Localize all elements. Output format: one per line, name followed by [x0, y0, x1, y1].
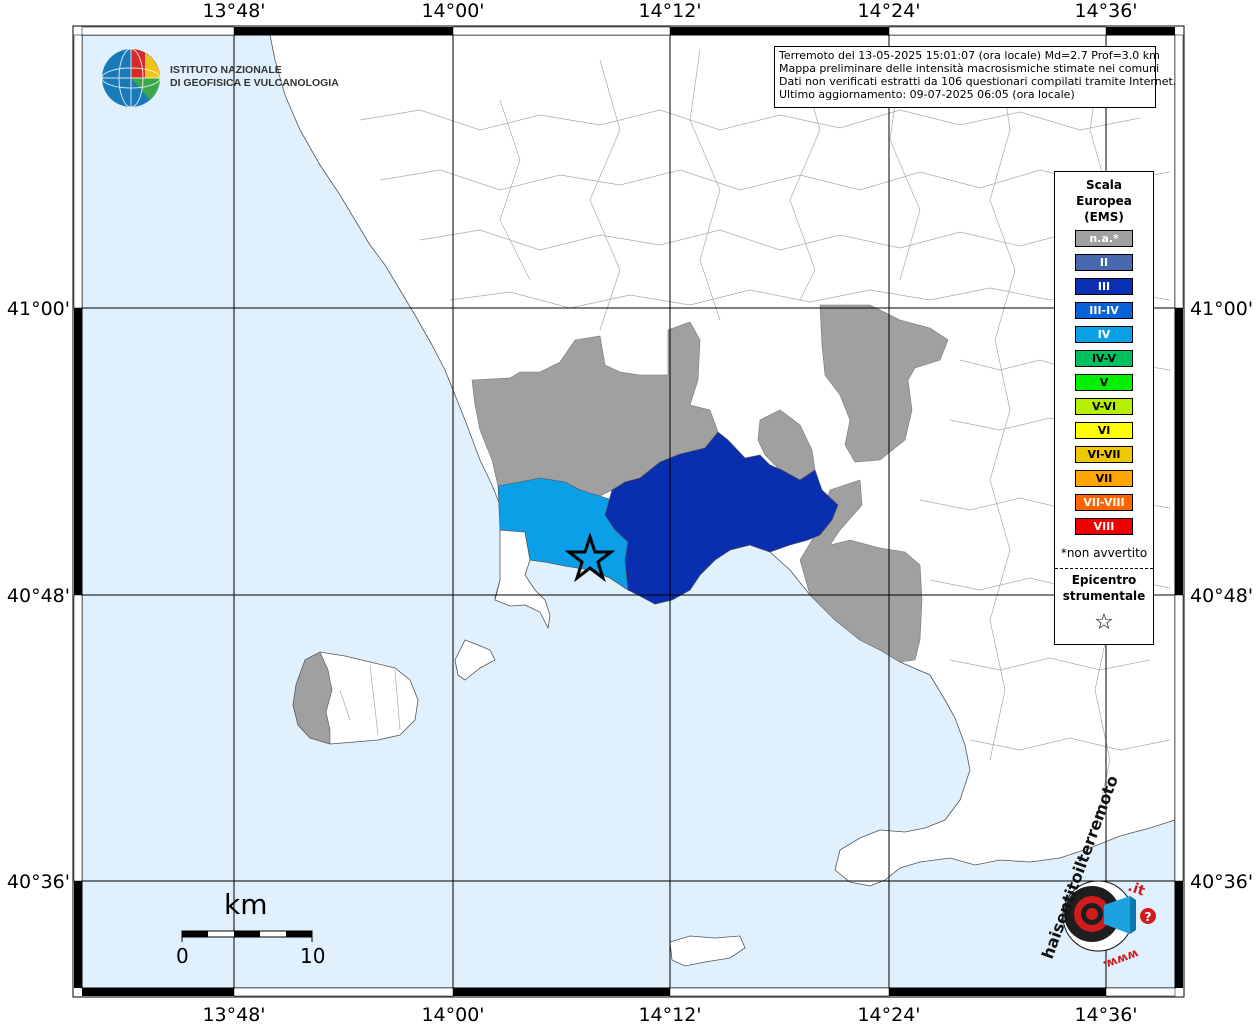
legend-star-icon: ☆: [1094, 610, 1114, 635]
scale-bar: [181, 930, 313, 942]
legend-epicenter-label: Epicentro strumentale: [1055, 572, 1153, 604]
lon-label: 14°00': [421, 1004, 484, 1024]
scale-start: 0: [176, 944, 189, 968]
lon-labels-top: 13°48' 14°00' 14°12' 14°24' 14°36': [202, 0, 1137, 22]
lon-label: 14°36': [1074, 0, 1137, 22]
legend-title-line2: Europea: [1076, 194, 1132, 208]
legend-item: V: [1075, 374, 1133, 391]
legend-item: II: [1075, 254, 1133, 271]
lat-label: 41°00': [1190, 298, 1253, 320]
legend-title-line3: (EMS): [1084, 210, 1124, 224]
ingv-globe-icon: [101, 48, 161, 108]
legend-item: VIII: [1075, 518, 1133, 535]
lon-label: 14°24': [857, 1004, 920, 1024]
lon-label: 14°00': [421, 0, 484, 22]
legend-item: IV-V: [1075, 350, 1133, 367]
lon-label: 13°48': [202, 0, 265, 22]
lat-label: 40°36': [1190, 871, 1253, 893]
lat-label: 40°36': [7, 871, 70, 893]
legend-item: IV: [1075, 326, 1133, 343]
legend-epicenter-line1: Epicentro: [1071, 573, 1137, 587]
map-border: [72, 25, 1185, 998]
lat-label: 40°48': [1190, 585, 1253, 607]
miseno-peninsula: [494, 529, 551, 630]
legend-title: Scala Europea (EMS): [1055, 177, 1153, 225]
capri-island: [669, 935, 746, 967]
event-line4: Ultimo aggiornamento: 09-07-2025 06:05 (…: [779, 88, 1075, 101]
lon-label: 13°48': [202, 1004, 265, 1024]
lon-labels-bottom: 13°48' 14°00' 14°12' 14°24' 14°36': [202, 1004, 1137, 1024]
legend-title-line1: Scala: [1085, 178, 1123, 192]
scale-end: 10: [300, 944, 326, 968]
institution-line2: DI GEOFISICA E VULCANOLOGIA: [170, 77, 339, 89]
legend-item: III-IV: [1075, 302, 1133, 319]
legend-item: VII-VIII: [1075, 494, 1133, 511]
institution-name: ISTITUTO NAZIONALE DI GEOFISICA E VULCAN…: [170, 64, 339, 90]
legend-separator: [1055, 568, 1153, 569]
event-line3: Dati non verificati estratti da 106 ques…: [779, 75, 1177, 88]
procida-island: [454, 639, 496, 681]
lat-label: 41°00': [7, 298, 70, 320]
lon-label: 14°36': [1074, 1004, 1137, 1024]
event-info-box: Terremoto del 13-05-2025 15:01:07 (ora l…: [774, 46, 1177, 108]
legend-item: V-VI: [1075, 398, 1133, 415]
event-line1: Terremoto del 13-05-2025 15:01:07 (ora l…: [779, 49, 1160, 62]
ems-legend: Scala Europea (EMS) n.a.* II III III-IV IV IV…: [1054, 171, 1154, 645]
legend-item: n.a.*: [1075, 230, 1133, 247]
legend-epicenter-line2: strumentale: [1062, 589, 1146, 603]
lat-label: 40°48': [7, 585, 70, 607]
legend-item: III: [1075, 278, 1133, 295]
lon-label: 14°24': [857, 0, 920, 22]
lon-label: 14°12': [638, 1004, 701, 1024]
ischia-gray-zone: [292, 651, 333, 745]
legend-item: VI-VII: [1075, 446, 1133, 463]
legend-item: VII: [1075, 470, 1133, 487]
legend-item: VI: [1075, 422, 1133, 439]
institution-line1: ISTITUTO NAZIONALE: [170, 64, 282, 76]
lat-labels-right: 41°00' 40°48' 40°36': [1190, 298, 1253, 893]
scale-unit: km: [224, 888, 268, 921]
epicenter-star-icon: [564, 532, 616, 583]
event-line2: Mappa preliminare delle intensità macros…: [779, 62, 1160, 75]
lat-labels-left: 41°00' 40°48' 40°36': [7, 298, 70, 893]
logo-text-tld: .it: [1126, 879, 1148, 900]
legend-note: *non avvertito: [1060, 546, 1148, 560]
logo-question-mark: ?: [1145, 910, 1152, 924]
not-felt-areas: [471, 304, 949, 663]
lon-label: 14°12': [638, 0, 701, 22]
